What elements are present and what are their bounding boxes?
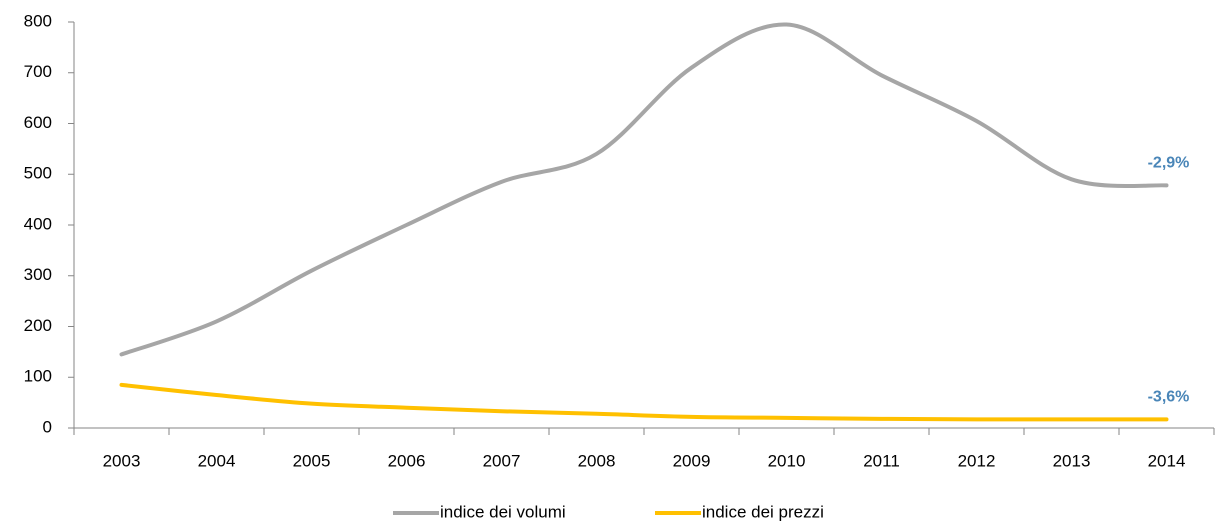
x-tick-label: 2007 [483, 451, 521, 470]
y-tick-label: 500 [24, 164, 52, 183]
x-tick-label: 2005 [293, 451, 331, 470]
y-tick-label: 600 [24, 113, 52, 132]
x-tick-label: 2011 [863, 451, 900, 470]
y-tick-label: 200 [24, 316, 52, 335]
x-tick-label: 2003 [103, 451, 141, 470]
y-tick-label: 400 [24, 214, 52, 233]
x-tick-label: 2014 [1148, 451, 1186, 470]
x-tick-label: 2008 [578, 451, 616, 470]
legend-label: indice dei prezzi [702, 502, 824, 521]
x-tick-label: 2012 [958, 451, 996, 470]
x-tick-label: 2006 [388, 451, 426, 470]
x-tick-label: 2013 [1053, 451, 1091, 470]
legend-label: indice dei volumi [440, 502, 566, 521]
x-tick-label: 2010 [768, 451, 806, 470]
y-tick-label: 700 [24, 62, 52, 81]
series-line [119, 22, 1169, 357]
y-tick-label: 300 [24, 265, 52, 284]
annotation: -2,9% [1148, 155, 1190, 172]
y-tick-label: 800 [24, 11, 52, 30]
x-tick-label: 2009 [673, 451, 711, 470]
x-tick-label: 2004 [198, 451, 236, 470]
y-tick-label: 100 [24, 367, 52, 386]
y-tick-label: 0 [43, 417, 52, 436]
annotation: -3,6% [1148, 389, 1190, 406]
series-line [119, 382, 1169, 422]
